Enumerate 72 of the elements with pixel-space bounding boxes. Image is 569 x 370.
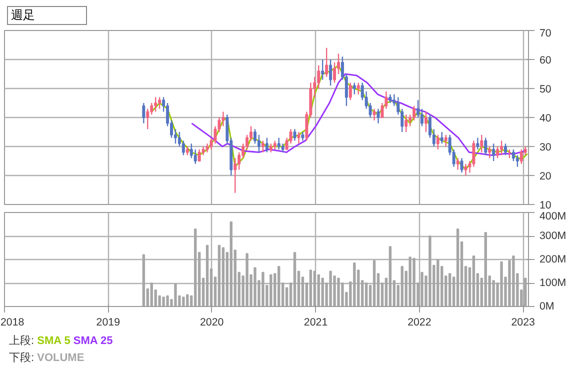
candlestick [257, 134, 260, 153]
candlestick [333, 62, 336, 84]
y-tick-label: 0M [540, 300, 554, 312]
candlestick [150, 102, 154, 116]
candlestick [464, 163, 468, 176]
candlestick [484, 137, 488, 156]
candlestick [293, 128, 296, 142]
text: SMA 25 [73, 335, 113, 347]
text: 下段: [9, 352, 34, 364]
text: SMA 5 [37, 335, 70, 347]
y-tick-label: 400M [540, 210, 566, 222]
x-tick-label: 2023 [511, 316, 536, 328]
candlestick [436, 134, 440, 150]
candlestick [512, 148, 515, 162]
candlestick [480, 134, 484, 153]
candlestick [158, 96, 162, 110]
candlestick [321, 58, 324, 80]
candlestick [440, 131, 444, 144]
y-tick-label: 60 [540, 54, 552, 66]
x-tick-label: 2020 [200, 316, 224, 328]
y-tick-label: 50 [540, 84, 552, 96]
candlestick [146, 108, 150, 130]
candlestick [182, 140, 185, 156]
candlestick [261, 140, 264, 153]
candlestick [404, 114, 408, 133]
candlestick [456, 158, 460, 170]
candlestick [198, 148, 201, 162]
candlestick [500, 140, 504, 156]
candlestick [496, 146, 500, 159]
candlestick [325, 47, 328, 78]
candlestick [348, 82, 352, 101]
x-tick-label: 2019 [96, 316, 120, 328]
candlestick [142, 102, 146, 124]
y-tick-label: 200M [540, 254, 566, 266]
candlestick [476, 137, 480, 150]
candlestick [372, 108, 376, 121]
candlestick [504, 143, 507, 156]
candlestick [317, 64, 320, 90]
text: 上段: [9, 335, 34, 347]
candlestick [352, 82, 356, 95]
y-tick-label: 30 [540, 142, 552, 154]
candlestick [492, 143, 496, 162]
y-tick-label: 300M [540, 230, 566, 242]
candlestick [277, 137, 280, 150]
y-tick-label: 40 [540, 112, 552, 124]
candlestick [488, 146, 492, 159]
candlestick [516, 154, 519, 168]
x-tick-label: 2022 [408, 316, 432, 328]
candlestick [329, 58, 332, 86]
candlestick [460, 158, 464, 174]
candlestick [234, 158, 237, 194]
y-tick-label: 100M [540, 277, 566, 289]
y-tick-label: 20 [540, 170, 552, 182]
candlestick [520, 148, 523, 164]
candlestick [254, 128, 256, 144]
candlestick [297, 131, 300, 144]
text: VOLUME [37, 352, 84, 364]
x-tick-label: 2021 [304, 316, 328, 328]
y-tick-label: 70 [540, 28, 552, 40]
candlestick [424, 111, 428, 133]
candlestick [194, 148, 197, 164]
candlestick [154, 96, 158, 112]
y-tick-label: 10 [540, 200, 552, 212]
candlestick [412, 105, 416, 121]
candlestick [265, 137, 268, 153]
candlestick [356, 82, 360, 95]
x-tick-label: 2018 [0, 316, 24, 328]
candlestick [420, 108, 424, 127]
text: 週足 [7, 6, 87, 26]
candlestick [190, 143, 193, 159]
candlestick [444, 134, 448, 148]
candlestick [376, 108, 380, 124]
